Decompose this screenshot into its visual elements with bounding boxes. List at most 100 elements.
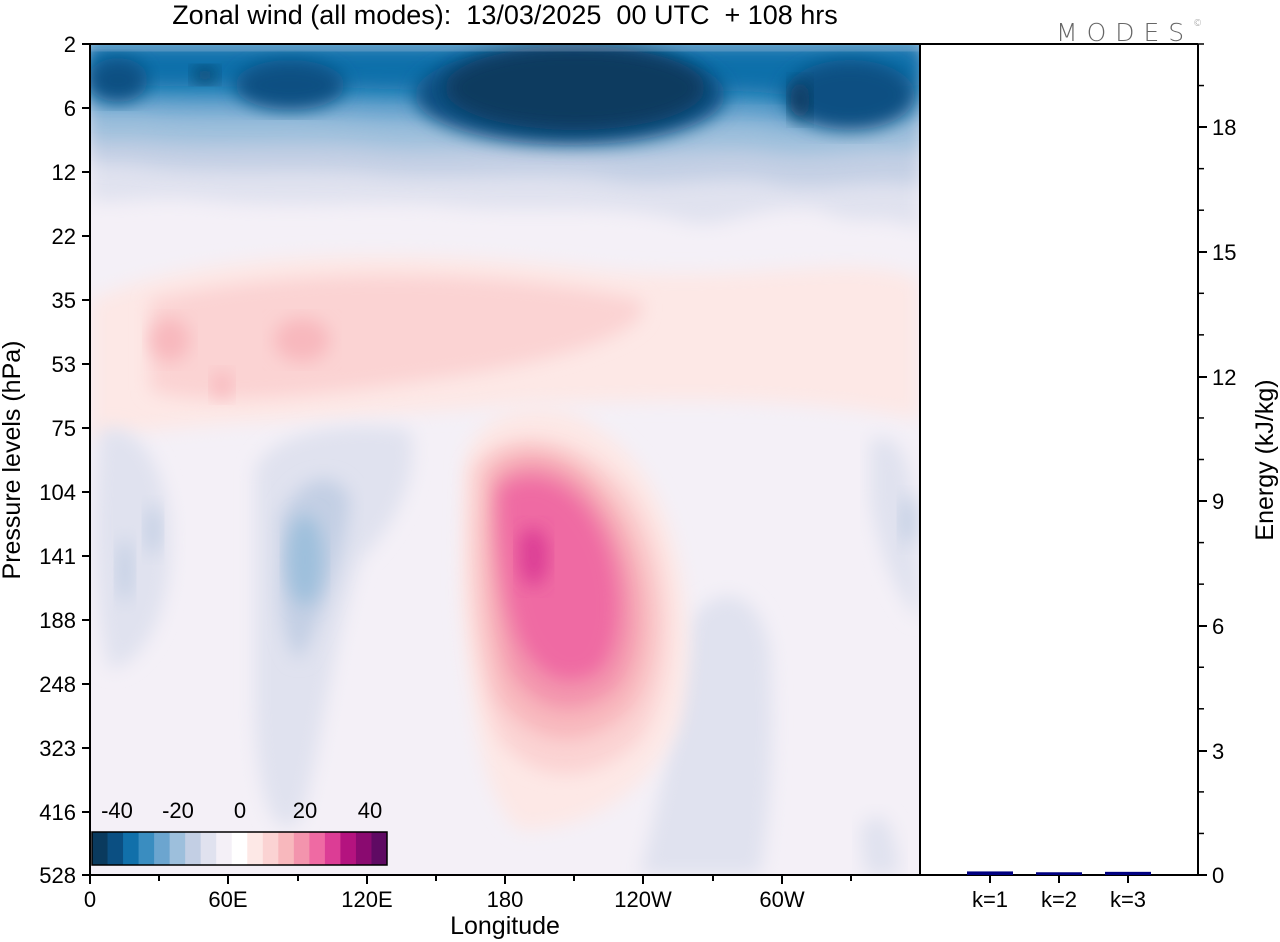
y-tick-53: 53 <box>52 352 90 377</box>
easterly-core-small <box>193 67 217 83</box>
x-tick-60e: 60E <box>208 875 248 912</box>
colorbar-swatch <box>278 832 295 865</box>
energy-tick: 12 <box>1198 365 1236 390</box>
y-tick-248: 248 <box>39 672 90 697</box>
y-tick-2: 2 <box>64 32 90 57</box>
x-axis-label: Longitude <box>450 912 560 940</box>
energy-tick: 0 <box>1198 863 1224 888</box>
y-tick-label: 2 <box>64 32 76 57</box>
logo-text: MODES <box>1056 18 1194 47</box>
wind-field <box>90 44 920 875</box>
x-tick-120w: 120W <box>614 875 672 912</box>
westerly-patch-b <box>274 318 330 362</box>
y-tick-323: 323 <box>39 736 90 761</box>
westerly-patch-c <box>212 371 232 399</box>
y-tick-35: 35 <box>52 288 90 313</box>
y-tick-label: 35 <box>52 288 76 313</box>
westerly-band-inner <box>150 275 643 400</box>
energy-tick-label: 3 <box>1212 739 1224 764</box>
colorbar-tick-label: 40 <box>358 798 382 823</box>
energy-tick: 3 <box>1198 739 1224 764</box>
colorbar-swatch <box>92 832 109 865</box>
energy-axis-label: Energy (kJ/kg) <box>1251 379 1279 540</box>
colorbar-swatch <box>169 832 186 865</box>
easterly-cell-d <box>785 60 915 130</box>
energy-tick: 15 <box>1198 240 1236 265</box>
colorbar-swatch <box>200 832 217 865</box>
energy-category-labels: k=1 k=2 k=3 <box>972 875 1146 912</box>
y-tick-416: 416 <box>39 800 90 825</box>
energy-panel: 0 3 6 9 12 15 18 k=1 k=2 k=3 Energy (kJ/… <box>920 43 1279 912</box>
x-tick-label: 60W <box>759 887 804 912</box>
energy-axis: 0 3 6 9 12 15 18 <box>1198 115 1236 888</box>
colorbar-swatch <box>123 832 140 865</box>
colorbar <box>91 831 388 866</box>
easterly-cell-a <box>90 58 148 102</box>
colorbar-swatch <box>309 832 326 865</box>
easterly-core-inner <box>287 515 323 605</box>
x-tick-label: 120E <box>341 887 392 912</box>
colorbar-swatch <box>185 832 202 865</box>
colorbar-swatch <box>138 832 155 865</box>
energy-tick-label: 18 <box>1212 115 1236 140</box>
colorbar-swatch <box>324 832 341 865</box>
energy-bar-k=3 <box>1105 871 1151 875</box>
east-edge-easterly-core <box>900 495 916 545</box>
energy-tick: 18 <box>1198 115 1236 140</box>
colorbar-frame <box>91 831 388 866</box>
energy-tick-label: 6 <box>1212 614 1224 639</box>
energy-category-label: k=3 <box>1110 887 1146 912</box>
colorbar-swatch <box>262 832 279 865</box>
y-tick-label: 188 <box>39 608 76 633</box>
easterly-core-east <box>790 80 810 120</box>
longitude-axis: 0 60E 120E 180 120W 60W <box>84 875 852 912</box>
west-easterly-core-b <box>145 505 161 555</box>
logo-mark: © <box>1193 18 1203 29</box>
y-tick-528: 528 <box>39 863 90 888</box>
pressure-axis: 2 6 12 22 35 53 75 104 141 188 248 323 4… <box>39 32 90 888</box>
colorbar-swatch <box>231 832 248 865</box>
top-edge-band <box>90 44 920 50</box>
easterly-cell-b <box>235 60 345 110</box>
y-tick-label: 75 <box>52 416 76 441</box>
west-easterly-patch <box>95 428 171 670</box>
y-tick-104: 104 <box>39 480 90 505</box>
y-tick-label: 416 <box>39 800 76 825</box>
x-tick-0: 0 <box>84 875 96 912</box>
colorbar-tick-label: -20 <box>162 798 194 823</box>
y-tick-6: 6 <box>64 96 90 121</box>
energy-bar-k=2 <box>1036 872 1082 875</box>
y-tick-label: 12 <box>52 160 76 185</box>
west-easterly-core <box>117 538 133 602</box>
colorbar-swatch <box>355 832 372 865</box>
energy-category-label: k=2 <box>1041 887 1077 912</box>
easterly-core-main <box>445 46 705 130</box>
energy-minor-ticks <box>1198 43 1204 835</box>
colorbar-tick-label: 0 <box>234 798 246 823</box>
y-tick-label: 104 <box>39 480 76 505</box>
energy-tick: 6 <box>1198 614 1224 639</box>
y-tick-12: 12 <box>52 160 90 185</box>
colorbar-tick-label: 20 <box>293 798 317 823</box>
energy-category-label: k=1 <box>972 887 1008 912</box>
y-tick-label: 22 <box>52 224 76 249</box>
colorbar-swatch <box>293 832 310 865</box>
y-tick-75: 75 <box>52 416 90 441</box>
colorbar-labels: -40 -20 0 20 40 <box>101 798 382 823</box>
east-edge-easterly <box>870 437 920 620</box>
x-tick-label: 120W <box>614 887 672 912</box>
x-tick-120e: 120E <box>341 875 393 912</box>
lower-easterly-region <box>640 596 772 875</box>
colorbar-swatch <box>247 832 264 865</box>
y-tick-label: 53 <box>52 352 76 377</box>
y-axis-label: Pressure levels (hPa) <box>0 341 26 580</box>
x-tick-180: 180 <box>487 875 523 912</box>
energy-bar-k=1 <box>967 871 1013 875</box>
colorbar-swatch <box>340 832 357 865</box>
y-tick-label: 528 <box>39 863 76 888</box>
y-tick-label: 323 <box>39 736 76 761</box>
y-tick-141: 141 <box>39 544 90 569</box>
modes-logo: MODES© <box>1056 18 1202 47</box>
